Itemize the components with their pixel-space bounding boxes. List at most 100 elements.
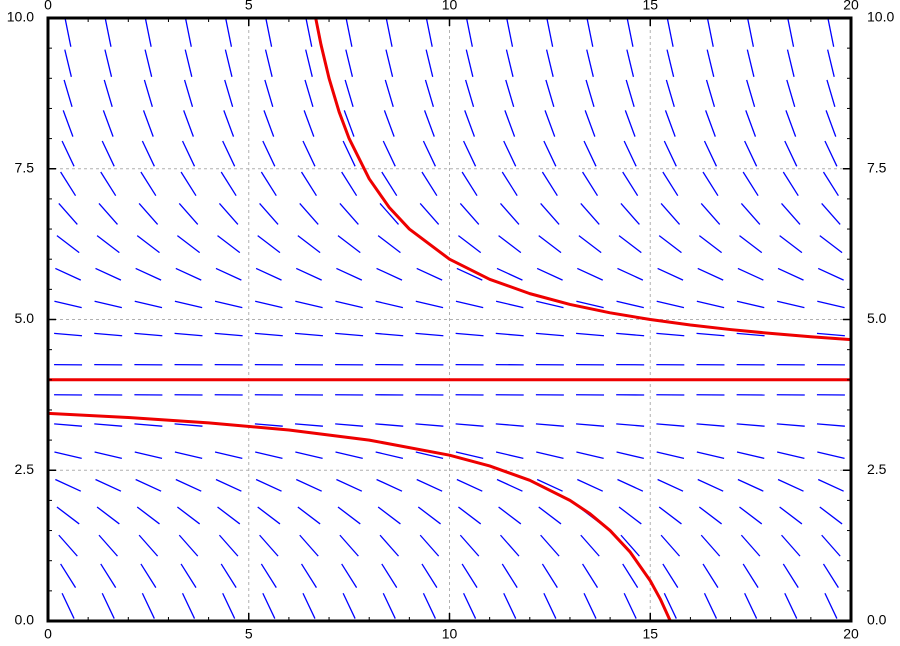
- slope-segment: [64, 49, 72, 77]
- y-tick-label-right: 2.5: [867, 461, 887, 477]
- slope-segment: [174, 423, 203, 427]
- slope-segment: [136, 235, 160, 254]
- slope-segment: [183, 110, 194, 137]
- slope-segment: [545, 49, 554, 77]
- slope-segment: [58, 203, 78, 225]
- slope-segment: [658, 506, 682, 525]
- slope-segment: [218, 203, 239, 225]
- slope-segment: [782, 171, 799, 197]
- solution-curve: [314, 17, 852, 342]
- slope-segment: [583, 592, 597, 619]
- slope-segment: [381, 563, 398, 588]
- slope-segment: [776, 300, 805, 309]
- slope-segment: [376, 478, 403, 492]
- x-tick-label: 15: [642, 626, 658, 642]
- slope-segment: [817, 478, 844, 492]
- slope-segment: [174, 332, 203, 337]
- slope-segment: [181, 140, 196, 167]
- slope-segment: [576, 451, 604, 460]
- slope-segment: [541, 563, 558, 588]
- slope-segment: [506, 19, 514, 47]
- slope-segment: [824, 592, 838, 619]
- x-tick-label-top: 15: [642, 0, 658, 13]
- slope-segment: [624, 110, 636, 137]
- slope-segment: [456, 478, 483, 492]
- slope-segment: [140, 563, 157, 588]
- slope-segment: [665, 79, 675, 107]
- slope-segment: [299, 534, 319, 557]
- slope-segment: [174, 300, 203, 309]
- slope-segment: [576, 423, 605, 427]
- slope-segment: [538, 235, 562, 254]
- slope-segment: [626, 49, 635, 77]
- slope-segment: [785, 110, 797, 137]
- slope-segment: [501, 563, 518, 588]
- slope-segment: [255, 267, 282, 281]
- slope-segment: [744, 592, 758, 619]
- slope-segment: [505, 79, 515, 107]
- slope-segment: [56, 235, 80, 254]
- slope-segment: [459, 203, 480, 225]
- slope-segment: [816, 423, 845, 427]
- slope-segment: [344, 79, 354, 107]
- slope-segment: [337, 235, 361, 254]
- slope-segment: [580, 203, 600, 225]
- slope-segment: [375, 423, 404, 427]
- slope-segment: [777, 478, 804, 492]
- slope-segment: [341, 563, 358, 588]
- x-tick-label-top: 20: [843, 0, 859, 13]
- slope-segment: [176, 235, 201, 254]
- slope-segment: [827, 19, 835, 47]
- slope-segment: [336, 478, 363, 492]
- slope-segment: [504, 110, 516, 137]
- slope-segment: [140, 171, 157, 197]
- slope-segment: [135, 267, 162, 281]
- slope-segment: [503, 592, 517, 619]
- slope-segment: [260, 171, 277, 197]
- x-tick-label: 5: [245, 626, 253, 642]
- slope-segment: [421, 171, 438, 197]
- y-tick-label-right: 0.0: [867, 612, 887, 628]
- slope-segment: [747, 19, 755, 47]
- slope-segment: [381, 171, 398, 197]
- slope-segment: [582, 563, 599, 588]
- slope-segment: [623, 592, 637, 619]
- slope-segment: [702, 171, 719, 197]
- slope-segment: [545, 79, 555, 107]
- slope-segment: [379, 203, 400, 225]
- slope-segment: [178, 534, 199, 557]
- slope-segment: [305, 49, 313, 77]
- slope-segment: [455, 332, 484, 337]
- slope-segment: [303, 110, 315, 137]
- slope-segment: [54, 423, 83, 427]
- slope-segment: [616, 423, 645, 427]
- slope-segment: [377, 235, 401, 254]
- slope-segment: [54, 332, 83, 337]
- slope-segment: [586, 49, 594, 77]
- slope-segment: [54, 300, 82, 309]
- slope-segment: [584, 110, 596, 137]
- slope-segment: [819, 235, 843, 254]
- slope-segment: [495, 300, 524, 309]
- slope-segment: [254, 423, 283, 427]
- slope-segment: [375, 332, 404, 337]
- slope-segment: [464, 79, 475, 107]
- slope-segment: [101, 140, 115, 167]
- slope-segment: [214, 451, 243, 460]
- slope-segment: [222, 592, 236, 619]
- slope-segment: [385, 49, 394, 77]
- slope-segment: [141, 592, 155, 619]
- y-tick-label-right: 5.0: [867, 310, 887, 326]
- slope-segment: [295, 267, 322, 281]
- slope-segment: [134, 332, 163, 337]
- slope-segment: [335, 300, 363, 309]
- slope-segment: [658, 235, 682, 254]
- x-tick-label: 20: [843, 626, 859, 642]
- slope-segment: [458, 235, 482, 254]
- slope-segment: [495, 451, 524, 460]
- slope-segment: [698, 506, 723, 525]
- slope-segment: [742, 563, 759, 588]
- slope-segment: [339, 203, 359, 225]
- slope-segment: [55, 478, 82, 492]
- slope-segment: [61, 592, 75, 619]
